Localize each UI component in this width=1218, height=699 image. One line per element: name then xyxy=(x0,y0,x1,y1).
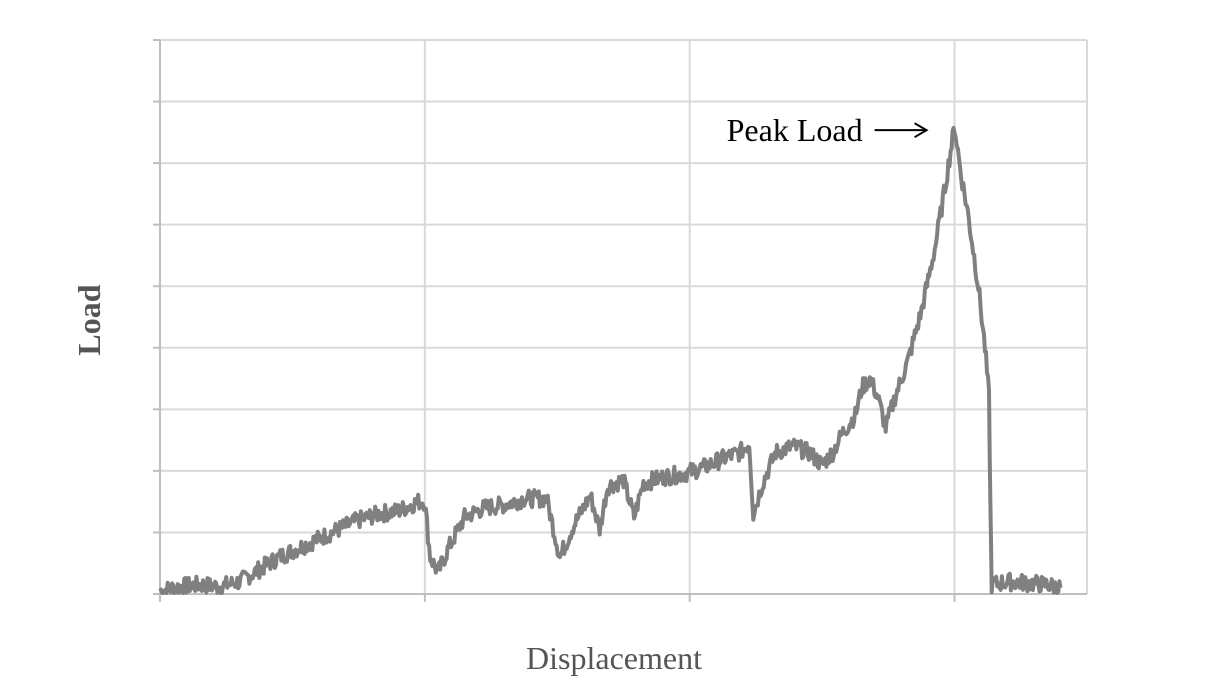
load-series-line xyxy=(158,125,1063,595)
axes xyxy=(153,39,1087,602)
peak-load-arrow-head xyxy=(914,122,929,139)
gridlines xyxy=(160,39,1088,594)
peak-load-label: Peak Load xyxy=(727,112,863,148)
x-axis-label: Displacement xyxy=(526,640,702,676)
series-group xyxy=(158,125,1063,595)
y-axis-label: Load xyxy=(71,284,107,355)
peak-annotation: Peak Load xyxy=(727,112,929,148)
